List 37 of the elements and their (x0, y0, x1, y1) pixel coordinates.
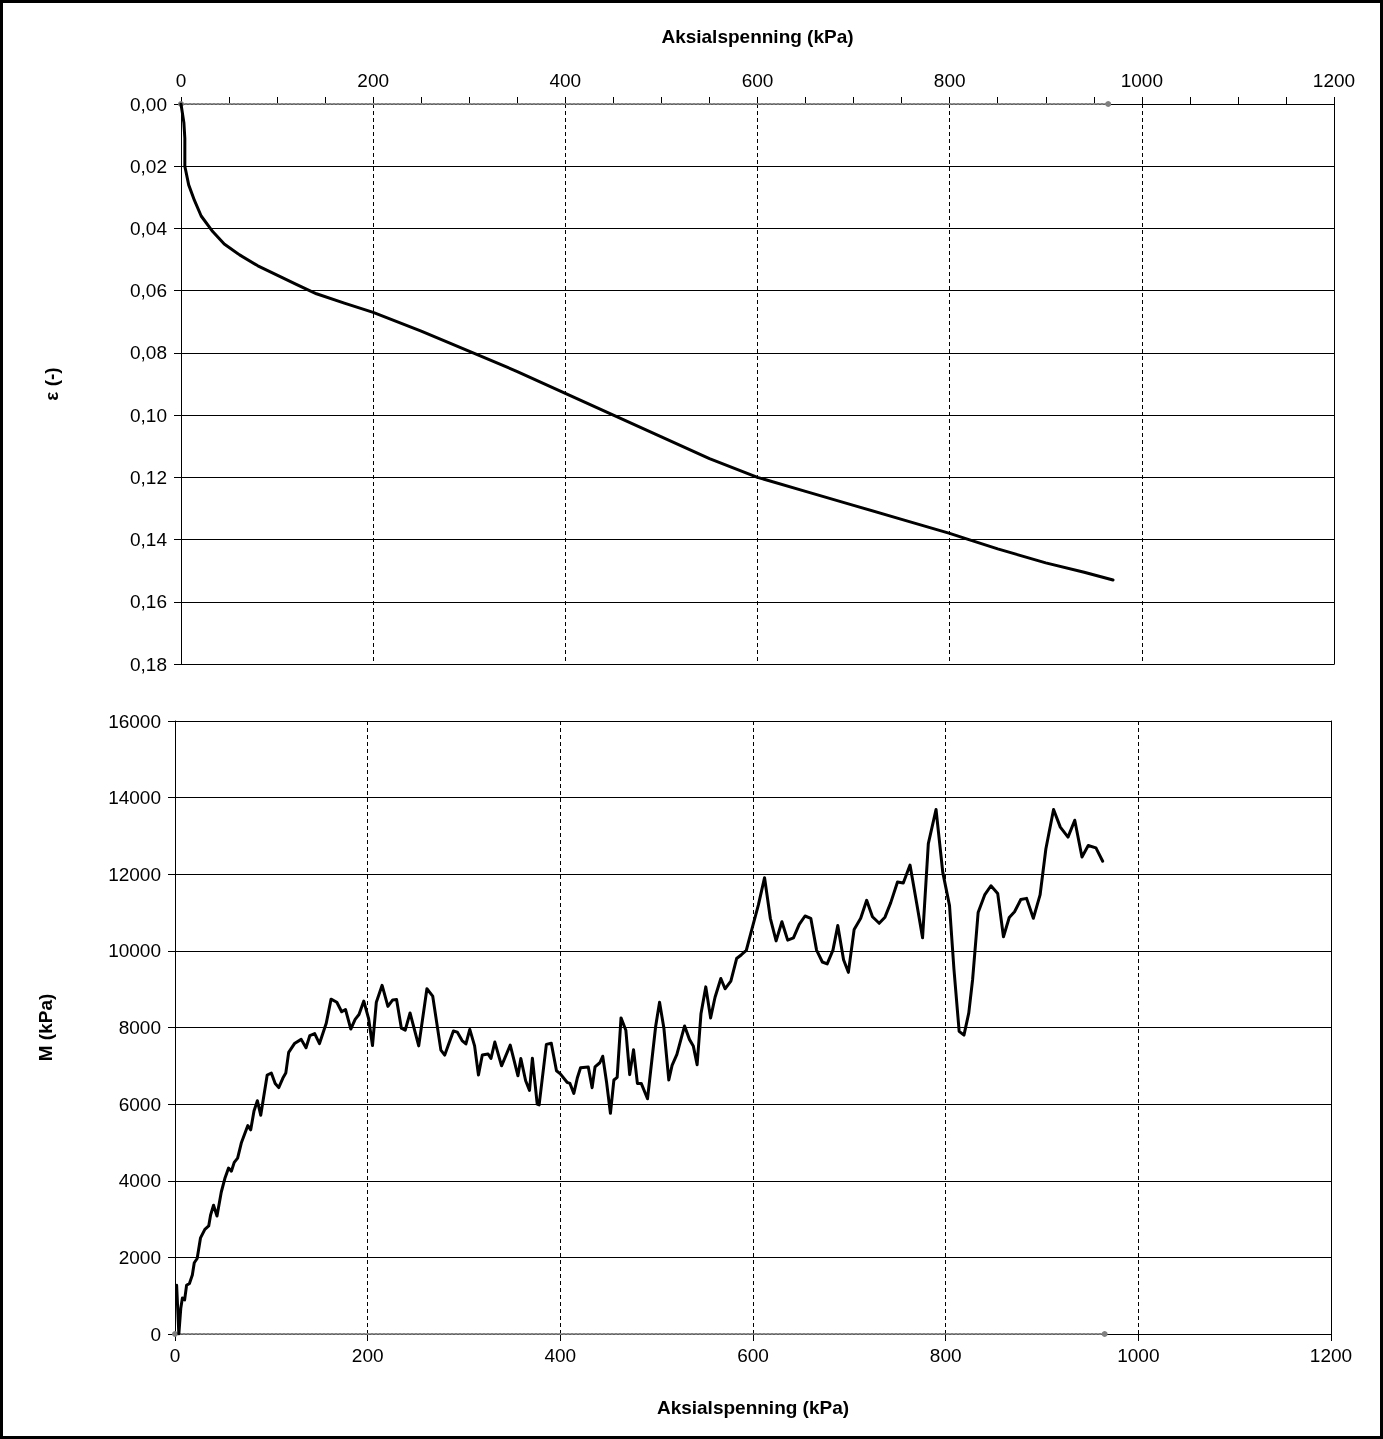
x-tick-label: 1200 (1312, 70, 1356, 91)
x-tick-label: 1000 (1117, 1345, 1160, 1366)
y-tick-label: 4000 (118, 1170, 161, 1192)
y-tick-label: 0,18 (130, 653, 167, 675)
y-tick-label: 0,02 (130, 155, 167, 177)
x-tick-label: 200 (357, 70, 390, 91)
y-tick-label: 0,00 (130, 93, 167, 115)
x-tick-label: 0 (169, 1345, 181, 1366)
y-tick-label: 2000 (118, 1246, 161, 1268)
x-tick-label: 800 (933, 70, 966, 91)
y-tick-label: 8000 (118, 1017, 161, 1038)
x-tick-label: 800 (929, 1345, 962, 1366)
y-tick-label: 0,08 (130, 342, 167, 364)
y-tick-label: 0,10 (130, 404, 167, 426)
y-tick-label: 0 (150, 1323, 161, 1345)
x-axis-title: Aksialspenning (kPa) (656, 1397, 850, 1418)
y-tick-label: 0,16 (130, 591, 167, 613)
y-tick-label: 0,04 (130, 217, 168, 239)
y-tick-label: 0,06 (130, 280, 167, 302)
x-tick-label: 600 (741, 70, 774, 91)
x-tick-label: 1200 (1309, 1345, 1353, 1366)
y-tick-label: 16000 (108, 710, 161, 732)
y-tick-label: 0,14 (130, 529, 168, 551)
y-tick-label: 14000 (108, 787, 161, 809)
x-tick-label: 1000 (1120, 70, 1163, 91)
y-axis-title: M (kPa) (35, 993, 56, 1062)
y-tick-label: 6000 (118, 1093, 161, 1115)
x-tick-label: 200 (351, 1345, 384, 1366)
x-tick-label: 600 (737, 1345, 769, 1366)
x-tick-label: 0 (175, 70, 187, 91)
y-tick-label: 10000 (108, 940, 161, 962)
x-axis-title: Aksialspenning (kPa) (661, 26, 854, 47)
x-tick-label: 400 (549, 70, 582, 91)
x-tick-label: 400 (544, 1345, 577, 1366)
y-tick-label: 12000 (108, 863, 161, 885)
y-axis-title: ε (-) (41, 367, 62, 401)
y-tick-label: 0,12 (130, 466, 167, 488)
